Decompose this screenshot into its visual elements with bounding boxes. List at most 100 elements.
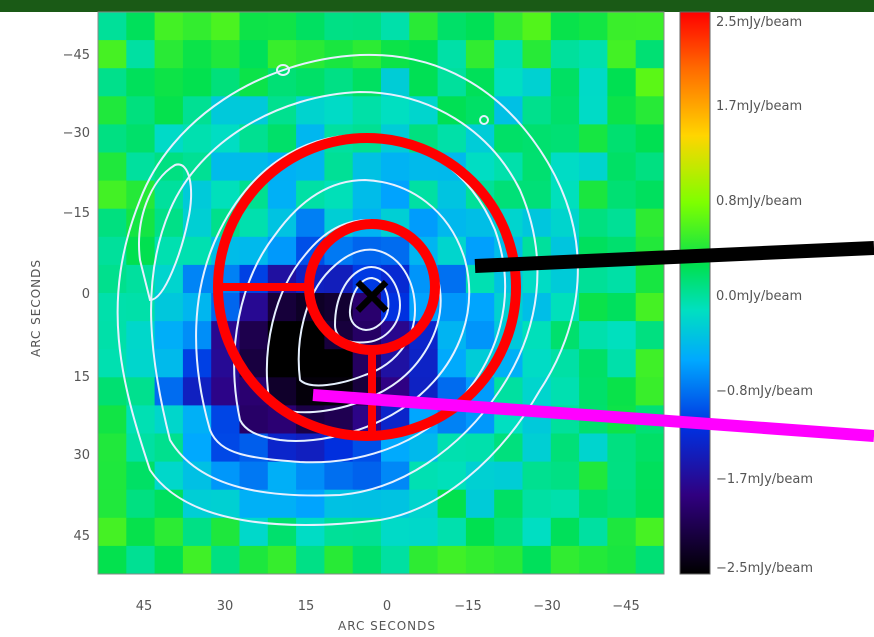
map-pixel <box>635 152 664 182</box>
map-pixel <box>635 40 664 69</box>
map-pixel <box>239 40 269 69</box>
map-pixel <box>154 321 184 350</box>
map-pixel <box>522 208 552 238</box>
map-pixel <box>437 545 467 574</box>
map-pixel <box>126 12 156 41</box>
map-pixel <box>409 489 439 519</box>
map-pixel <box>324 461 354 491</box>
map-pixel <box>98 321 127 350</box>
map-pixel <box>267 124 297 154</box>
map-pixel <box>635 321 664 350</box>
map-pixel <box>126 349 156 378</box>
map-pixel <box>381 40 410 69</box>
map-pixel <box>522 124 552 154</box>
map-pixel <box>607 12 637 41</box>
map-pixel <box>550 68 580 97</box>
map-pixel <box>296 433 325 463</box>
y-tick-label: 45 <box>73 529 90 544</box>
map-pixel <box>522 489 552 519</box>
map-pixel <box>607 293 637 322</box>
map-pixel <box>296 208 325 238</box>
map-pixel <box>182 180 212 210</box>
map-pixel <box>352 461 382 491</box>
map-pixel <box>324 517 354 547</box>
map-pixel <box>98 293 127 322</box>
map-pixel <box>126 461 156 491</box>
map-pixel <box>522 293 552 322</box>
map-pixel <box>98 433 127 463</box>
map-pixel <box>579 208 608 238</box>
map-pixel <box>296 517 325 547</box>
colorbar-label: −1.7mJy/beam <box>716 472 813 487</box>
map-pixel <box>522 12 552 41</box>
map-pixel <box>182 517 212 547</box>
annotation-overlay: × <box>213 133 874 442</box>
map-pixel <box>607 461 637 491</box>
map-pixel <box>154 40 184 69</box>
map-pixel <box>409 96 439 125</box>
map-pixel <box>550 517 580 547</box>
x-tick-label: −45 <box>612 599 639 614</box>
map-pixel <box>98 405 127 435</box>
map-pixel <box>635 545 664 574</box>
map-pixel <box>635 12 664 41</box>
map-pixel <box>182 461 212 491</box>
map-pixel <box>352 180 382 210</box>
y-tick-label: 30 <box>73 448 90 463</box>
map-pixel <box>607 545 637 574</box>
y-tick-label: −15 <box>63 206 90 221</box>
map-pixel <box>154 349 184 378</box>
map-pixel <box>522 377 552 406</box>
contour-left-lobe <box>138 163 193 302</box>
map-pixel <box>465 208 495 238</box>
map-pixel <box>437 489 467 519</box>
map-pixel <box>607 433 637 463</box>
black-pointer-line <box>474 241 874 273</box>
contour-8 <box>348 276 390 332</box>
map-pixel <box>635 180 664 210</box>
map-pixel <box>324 152 354 182</box>
map-pixel <box>579 96 608 125</box>
map-pixel <box>239 461 269 491</box>
map-pixel <box>182 40 212 69</box>
map-pixel <box>352 489 382 519</box>
map-pixel <box>465 293 495 322</box>
y-tick-labels: −45 −30 −15 0 15 30 45 <box>63 48 90 544</box>
map-pixel <box>182 12 212 41</box>
map-pixel <box>550 180 580 210</box>
map-pixel <box>635 461 664 491</box>
y-tick-label: 15 <box>73 370 90 385</box>
map-pixel <box>635 293 664 322</box>
map-pixel <box>522 68 552 97</box>
map-pixel <box>550 377 580 406</box>
x-tick-label: 15 <box>298 599 315 614</box>
contour-outer <box>116 53 579 526</box>
map-frame <box>97 11 665 575</box>
pixel-map <box>98 12 664 574</box>
map-pixel <box>522 349 552 378</box>
map-pixel <box>239 96 269 125</box>
map-pixel <box>154 517 184 547</box>
map-pixel <box>126 545 156 574</box>
map-pixel <box>239 405 269 435</box>
colorbar-label: 0.8mJy/beam <box>716 194 802 209</box>
map-pixel <box>437 264 467 294</box>
x-tick-label: 30 <box>217 599 234 614</box>
map-pixel <box>267 293 297 322</box>
map-pixel <box>352 293 382 322</box>
map-pixel <box>579 293 608 322</box>
map-pixel <box>607 377 637 406</box>
map-pixel <box>126 124 156 154</box>
map-pixel <box>267 545 297 574</box>
map-pixel <box>494 517 524 547</box>
map-pixel <box>494 489 524 519</box>
map-pixel <box>409 12 439 41</box>
y-tick-label: −30 <box>63 126 90 141</box>
contour-7 <box>333 266 402 344</box>
map-pixel <box>381 68 410 97</box>
map-pixel <box>239 208 269 238</box>
map-pixel <box>635 264 664 294</box>
colorbar-label: 2.5mJy/beam <box>716 15 802 30</box>
map-pixel <box>579 461 608 491</box>
map-pixel <box>607 321 637 350</box>
